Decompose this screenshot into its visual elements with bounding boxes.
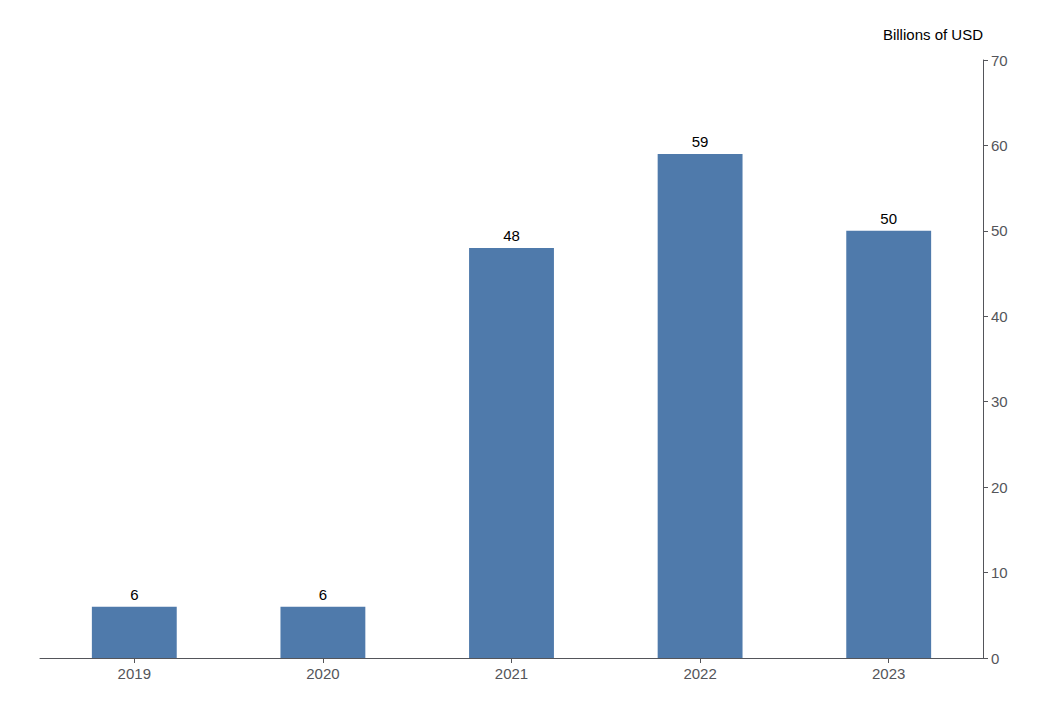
svg-text:50: 50 (991, 222, 1008, 239)
svg-text:48: 48 (503, 227, 520, 244)
svg-text:6: 6 (130, 586, 138, 603)
svg-text:Billions of USD: Billions of USD (883, 26, 983, 43)
svg-text:60: 60 (991, 137, 1008, 154)
svg-text:30: 30 (991, 393, 1008, 410)
svg-text:0: 0 (991, 650, 999, 667)
svg-text:2023: 2023 (872, 665, 905, 682)
svg-text:2022: 2022 (683, 665, 716, 682)
svg-text:2020: 2020 (306, 665, 339, 682)
svg-text:10: 10 (991, 564, 1008, 581)
svg-text:70: 70 (991, 52, 1008, 69)
svg-text:40: 40 (991, 308, 1008, 325)
svg-text:20: 20 (991, 479, 1008, 496)
svg-text:59: 59 (692, 133, 709, 150)
svg-text:6: 6 (319, 586, 327, 603)
svg-text:50: 50 (880, 210, 897, 227)
svg-text:2021: 2021 (495, 665, 528, 682)
svg-text:2019: 2019 (118, 665, 151, 682)
